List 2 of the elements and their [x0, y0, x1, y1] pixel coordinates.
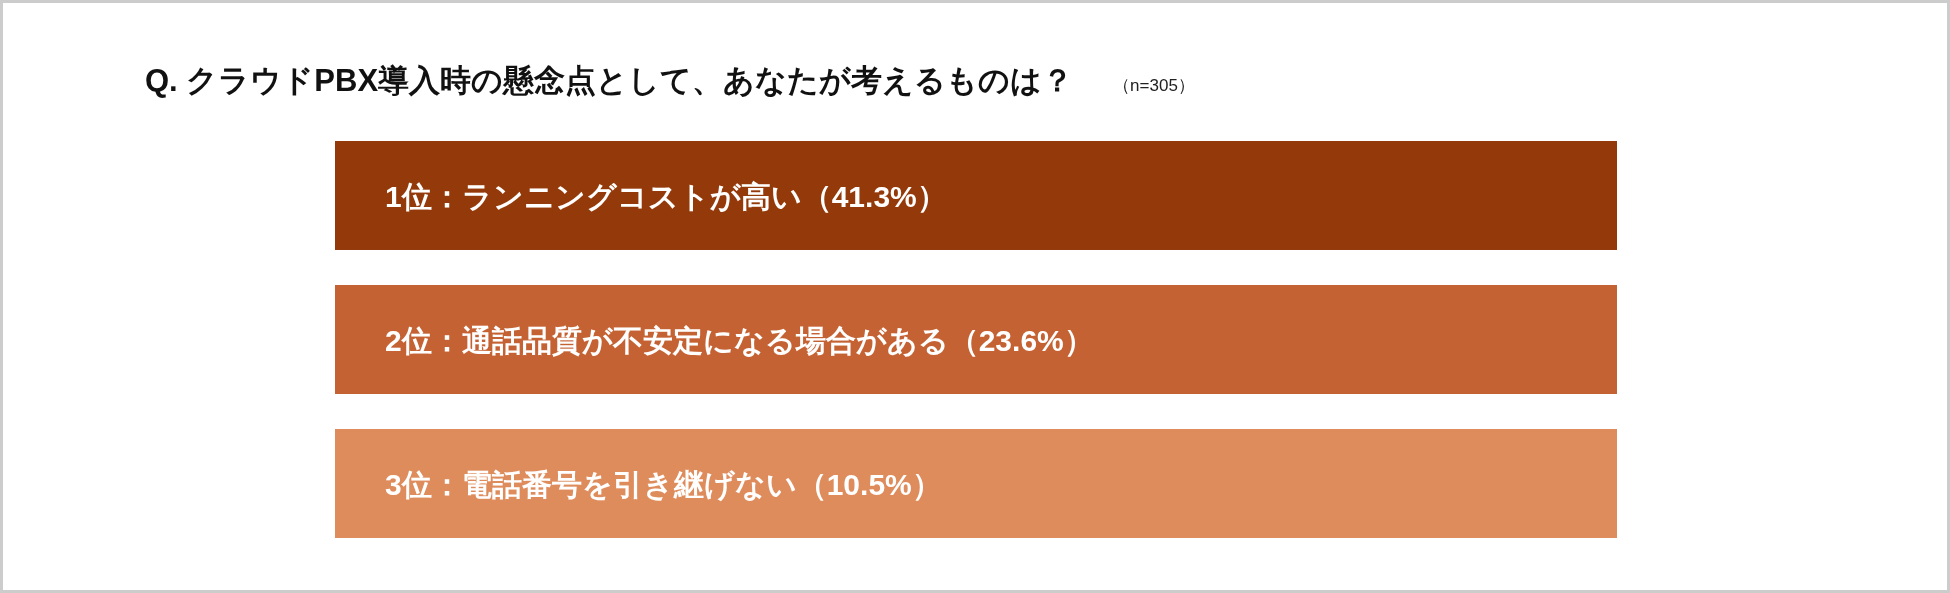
title: Q. クラウドPBX導入時の懸念点として、あなたが考えるものは？: [145, 63, 1074, 98]
subtitle: （n=305）: [1113, 76, 1195, 95]
